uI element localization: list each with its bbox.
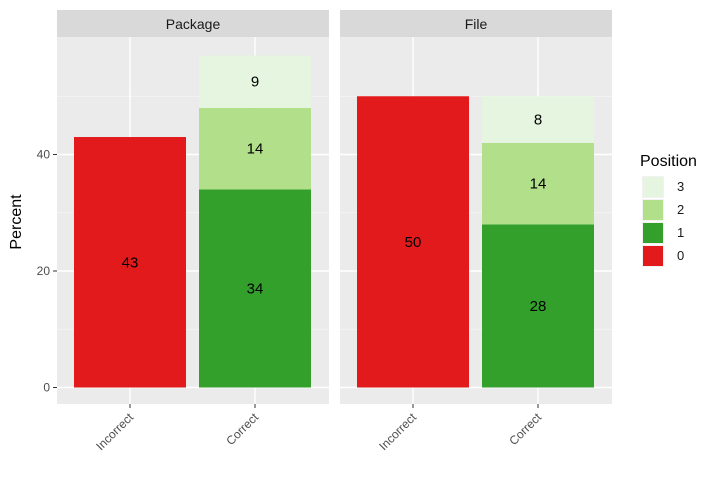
data-label: 43	[122, 254, 139, 271]
legend-key	[643, 246, 663, 266]
legend-key	[643, 223, 663, 243]
bar-segment	[482, 96, 594, 143]
bar-segment	[357, 96, 469, 388]
panel-title: Package	[166, 16, 221, 32]
panel-strip	[340, 10, 612, 37]
x-tick-label: Incorrect	[376, 410, 419, 453]
bar-segment	[199, 55, 311, 108]
panel-title: File	[465, 16, 488, 32]
bar-segment	[74, 137, 186, 388]
bar-segment	[482, 224, 594, 388]
legend-label: 3	[677, 179, 684, 194]
data-label: 28	[530, 298, 547, 315]
data-label: 9	[251, 74, 259, 91]
x-tick-label: Correct	[223, 410, 261, 448]
panel-package: Package 43 Incorrect 34 14 9 Correct 0 20 40	[37, 10, 329, 453]
legend-key	[643, 177, 663, 197]
legend-label: 1	[677, 225, 684, 240]
legend-title: Position	[640, 153, 697, 170]
data-label: 34	[247, 280, 264, 297]
panel-file: File 50 Incorrect 28 14 8 Correct	[340, 10, 612, 453]
legend-key	[643, 200, 663, 220]
x-tick-label: Correct	[506, 410, 544, 448]
data-label: 8	[534, 112, 542, 129]
data-label: 14	[247, 141, 264, 158]
y-tick-label: 0	[43, 381, 50, 395]
panels: Package 43 Incorrect 34 14 9 Correct 0 20 40 File 5…	[37, 10, 612, 453]
y-tick-label: 20	[37, 264, 51, 278]
bar-segment	[482, 142, 594, 225]
x-tick-label: Incorrect	[93, 410, 136, 453]
legend-label: 2	[677, 202, 684, 217]
y-axis-title: Percent	[8, 194, 25, 250]
y-tick-label: 40	[37, 148, 51, 162]
bar-segment	[199, 107, 311, 190]
data-label: 50	[405, 234, 422, 251]
panel-strip	[57, 10, 329, 37]
bar-segment	[199, 189, 311, 388]
data-label: 14	[530, 176, 547, 193]
legend: Position 3 2 1 0	[640, 153, 697, 267]
legend-label: 0	[677, 248, 684, 263]
